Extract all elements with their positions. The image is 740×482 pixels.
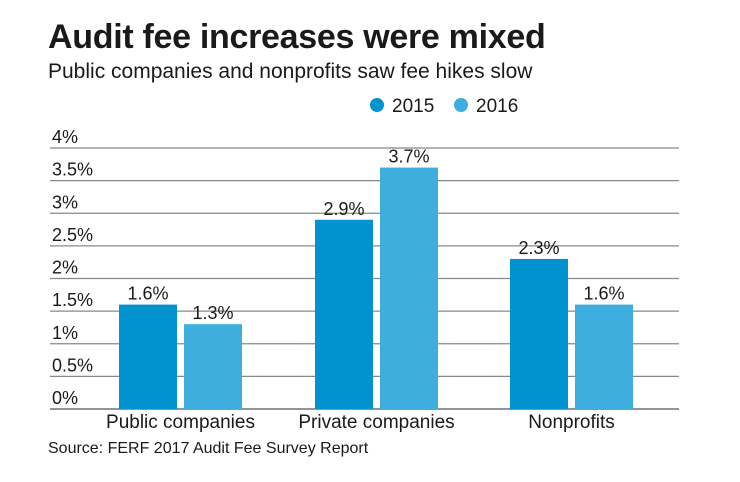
y-tick-label: 1.5% [52, 290, 93, 310]
y-tick-label: 3% [52, 192, 78, 212]
legend-label: 2016 [476, 96, 518, 117]
y-tick-label: 4% [52, 127, 78, 147]
legend-label: 2015 [392, 96, 434, 117]
data-label: 3.7% [388, 147, 429, 167]
bar-2015 [315, 219, 373, 409]
legend-marker-2015 [370, 98, 384, 112]
data-label: 2.9% [323, 199, 364, 219]
chart-title: Audit fee increases were mixed [48, 18, 546, 56]
category-label: Nonprofits [528, 412, 615, 433]
y-tick-label: 1% [52, 323, 78, 343]
category-label: Public companies [106, 412, 255, 433]
y-tick-label: 2% [52, 258, 78, 278]
y-tick-label: 0.5% [52, 355, 93, 375]
data-label: 1.6% [127, 284, 168, 304]
legend-marker-2016 [454, 98, 468, 112]
source-note: Source: FERF 2017 Audit Fee Survey Repor… [48, 440, 369, 457]
data-label: 2.3% [518, 238, 559, 258]
bar-2016 [184, 324, 242, 409]
y-tick-label: 0% [52, 388, 78, 408]
y-tick-label: 3.5% [52, 160, 93, 180]
bar-2016 [380, 167, 438, 409]
y-tick-label: 2.5% [52, 225, 93, 245]
category-label: Private companies [298, 412, 454, 433]
data-label: 1.3% [192, 303, 233, 323]
chart-subtitle: Public companies and nonprofits saw fee … [48, 60, 533, 83]
bar-2015 [510, 258, 568, 409]
data-label: 1.6% [583, 284, 624, 304]
bar-2015 [119, 304, 177, 409]
bar-2016 [575, 304, 633, 409]
